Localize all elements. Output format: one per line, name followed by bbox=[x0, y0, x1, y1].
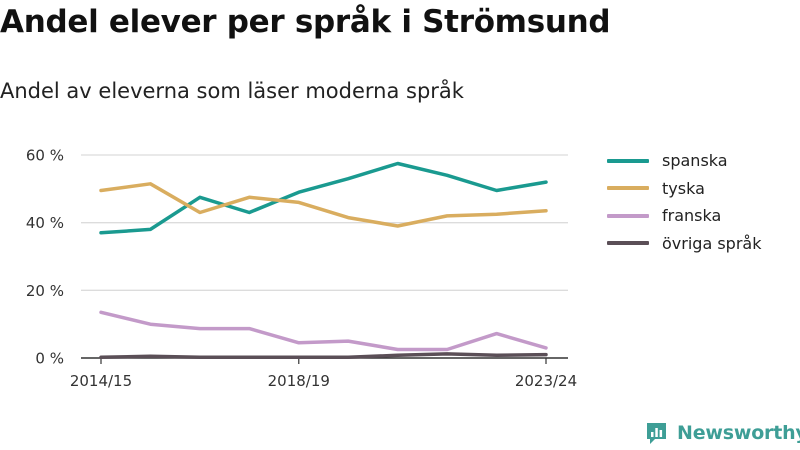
series-line-tyska bbox=[99, 182, 548, 228]
legend-item: övriga språk bbox=[607, 230, 761, 258]
series-line-spanska bbox=[99, 161, 548, 235]
x-tick-label: 2018/19 bbox=[268, 372, 330, 390]
y-tick-label: 60 % bbox=[26, 147, 64, 165]
brand-name: Newsworthy bbox=[677, 421, 800, 444]
legend-item: tyska bbox=[607, 175, 761, 203]
legend-label: spanska bbox=[662, 151, 728, 171]
brand-logo: Newsworthy bbox=[644, 420, 800, 445]
legend-label: tyska bbox=[662, 178, 705, 198]
legend-item: spanska bbox=[607, 147, 761, 175]
legend-swatch bbox=[607, 186, 649, 191]
series-lines bbox=[99, 161, 548, 360]
gridlines bbox=[81, 154, 568, 291]
legend: spanska tyska franska övriga språk bbox=[607, 147, 761, 257]
series-line-franska bbox=[99, 310, 548, 352]
legend-swatch bbox=[607, 213, 649, 218]
y-tick-label: 40 % bbox=[26, 214, 64, 232]
legend-item: franska bbox=[607, 202, 761, 230]
chart-subtitle: Andel av eleverna som läser moderna språ… bbox=[0, 79, 464, 103]
legend-label: franska bbox=[662, 206, 722, 226]
legend-label: övriga språk bbox=[662, 233, 762, 253]
x-tick-label: 2014/15 bbox=[70, 372, 132, 390]
series-line-övriga-språk bbox=[99, 352, 548, 360]
newsworthy-logo-icon bbox=[647, 423, 666, 444]
y-tick-label: 20 % bbox=[26, 282, 64, 300]
legend-swatch bbox=[607, 241, 649, 246]
y-tick-label: 0 % bbox=[35, 350, 64, 368]
chart-title: Andel elever per språk i Strömsund bbox=[0, 4, 611, 40]
x-tick-label: 2023/24 bbox=[515, 372, 577, 390]
axes: 0 % 20 % 40 % 60 % 2014/15 2018/19 2023/24 bbox=[26, 147, 577, 391]
legend-swatch bbox=[607, 158, 649, 163]
